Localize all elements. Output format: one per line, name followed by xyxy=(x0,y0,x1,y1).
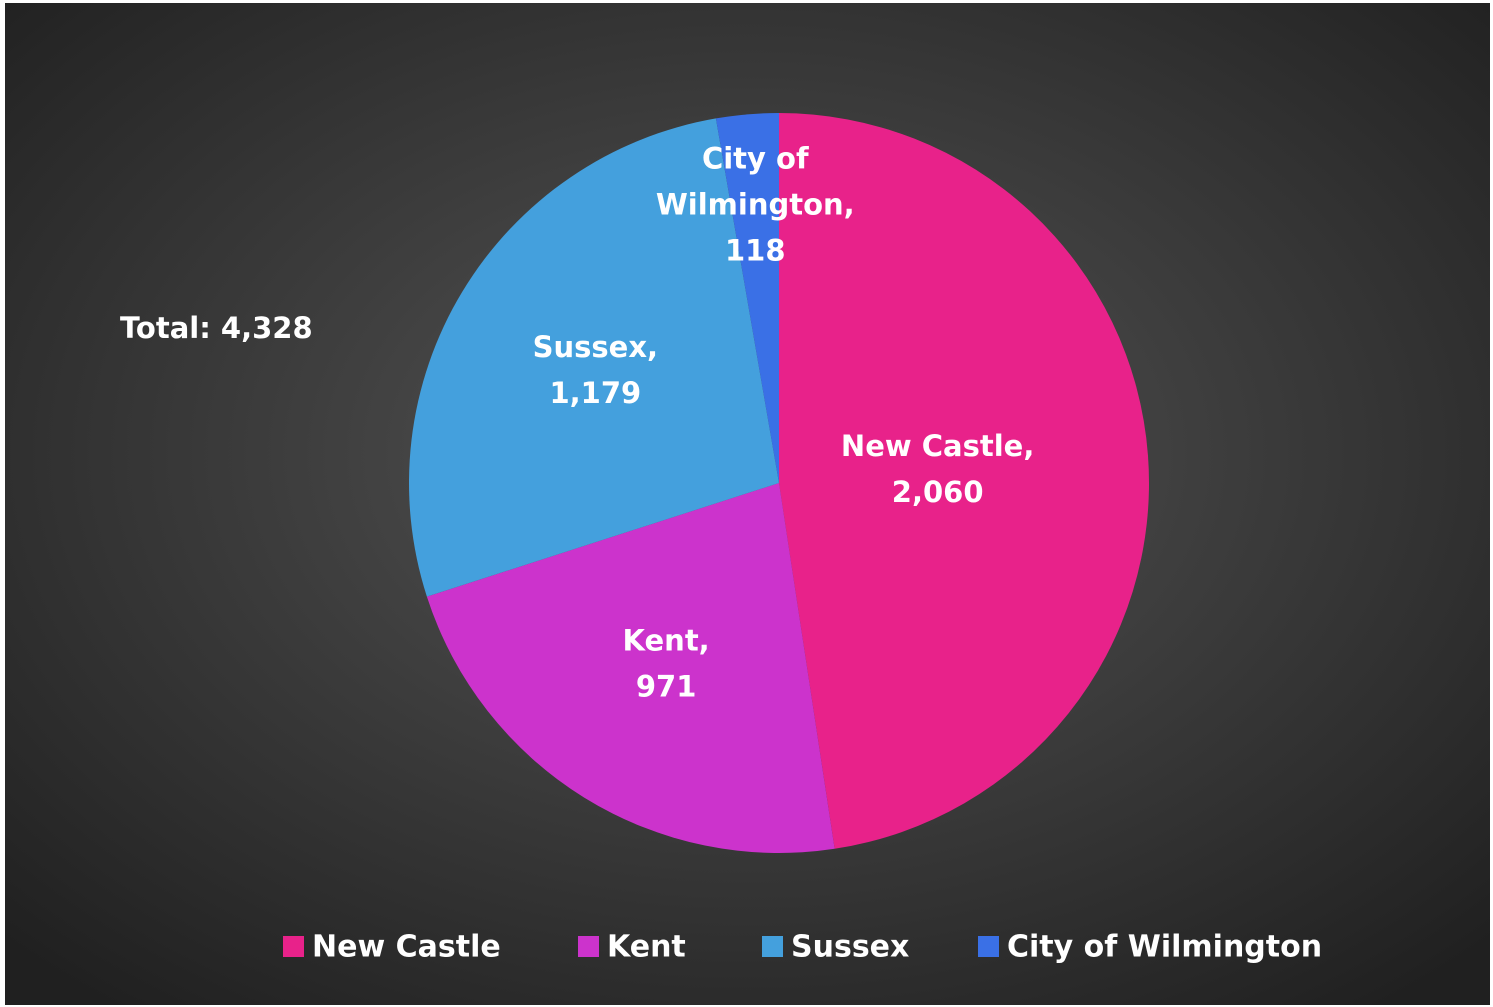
pie-slice xyxy=(409,118,779,597)
legend-swatch xyxy=(578,936,599,957)
data-label: 2,060 xyxy=(892,475,984,509)
legend-label: New Castle xyxy=(312,930,501,965)
data-label: 118 xyxy=(725,234,786,268)
pie-slice xyxy=(779,113,1150,849)
data-label: Wilmington, xyxy=(656,188,855,222)
pie-slice xyxy=(715,113,779,483)
data-label: Sussex, xyxy=(533,330,658,364)
annotation: Total: 4,328 xyxy=(120,311,313,345)
legend-swatch xyxy=(762,936,783,957)
legend-swatch xyxy=(978,936,999,957)
legend-label: City of Wilmington xyxy=(1007,930,1322,965)
data-label: 971 xyxy=(636,670,697,704)
data-label: City of xyxy=(702,142,809,176)
data-label: Kent, xyxy=(623,624,710,658)
data-label: New Castle, xyxy=(841,429,1034,463)
legend-label: Sussex xyxy=(791,930,909,965)
legend-swatch xyxy=(283,936,304,957)
legend-label: Kent xyxy=(607,930,686,965)
pie-slice xyxy=(426,483,835,853)
data-label: 1,179 xyxy=(549,376,641,410)
